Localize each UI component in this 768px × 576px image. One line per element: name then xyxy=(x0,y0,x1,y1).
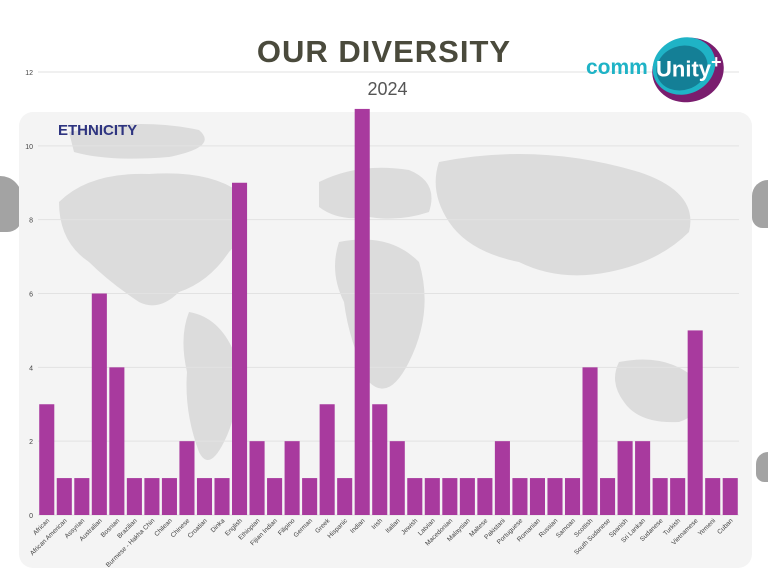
bar-fijian-indian xyxy=(267,478,283,515)
map-edge-right xyxy=(752,180,768,228)
bar-australian xyxy=(91,293,107,515)
x-tick-label: German xyxy=(292,517,314,539)
bar-south-sudanese xyxy=(600,478,616,515)
bar-chinese xyxy=(179,441,195,515)
x-tick-label: Hispanic xyxy=(327,517,350,540)
x-tick-label: Irish xyxy=(371,517,385,531)
bar-african xyxy=(39,404,55,515)
bar-russian xyxy=(547,478,563,515)
bar-dinka xyxy=(214,478,230,515)
bar-yemeni xyxy=(705,478,721,515)
bar-bosnian xyxy=(109,367,125,515)
x-tick-label: Cuban xyxy=(716,517,735,536)
bar-malaysian xyxy=(459,478,475,515)
bar-chilean xyxy=(161,478,177,515)
bar-vietnamese xyxy=(687,330,703,515)
bar-irish xyxy=(372,404,388,515)
bar-spanish xyxy=(617,441,633,515)
x-tick-label: Jewish xyxy=(400,517,419,536)
page-subtitle-year: 2024 xyxy=(367,79,408,99)
bar-portuguese xyxy=(512,478,528,515)
section-heading: ETHNICITY xyxy=(58,122,138,139)
bar-hispanic xyxy=(337,478,353,515)
bar-african-american xyxy=(56,478,72,515)
map-edge-right-lower xyxy=(756,452,768,482)
x-tick-label: Yemeni xyxy=(697,517,717,537)
bar-brazilian xyxy=(126,478,142,515)
bar-romanian xyxy=(529,478,545,515)
map-edge-left xyxy=(0,176,22,232)
x-tick-label: Samoan xyxy=(555,517,577,539)
bar-assyrian xyxy=(74,478,90,515)
y-tick-label: 12 xyxy=(25,70,33,77)
x-tick-label: Italian xyxy=(384,517,401,534)
bar-ethiopian xyxy=(249,441,265,515)
x-tick-label: Croatian xyxy=(187,517,210,540)
chart-gridlines xyxy=(38,71,739,516)
bar-greek xyxy=(319,404,335,515)
y-tick-label: 6 xyxy=(29,292,33,299)
bar-jewish xyxy=(407,478,423,515)
y-tick-label: 8 xyxy=(29,218,33,225)
logo-text-unity: Unity+ xyxy=(656,52,722,82)
bar-indian xyxy=(354,108,370,516)
logo-text-unity-word: Unity xyxy=(656,56,711,82)
bar-samoan xyxy=(564,478,581,515)
x-tick-label: Indian xyxy=(349,517,367,535)
bar-filipino xyxy=(284,441,300,515)
y-tick-label: 2 xyxy=(29,439,33,446)
logo-plus: + xyxy=(711,52,722,72)
y-tick-label: 10 xyxy=(25,144,33,151)
y-axis-ticks: 0 2 4 6 8 10 12 xyxy=(25,70,33,520)
bar-sri-lankan xyxy=(635,441,651,515)
bar-pakistani xyxy=(494,441,510,515)
bar-burmese-hakha-chin xyxy=(144,478,160,515)
y-tick-label: 4 xyxy=(29,365,33,372)
bar-macedonian xyxy=(442,478,458,515)
bar-turkish xyxy=(670,478,686,515)
bar-maltese xyxy=(477,478,493,515)
bar-latvian xyxy=(424,478,440,515)
logo-text-comm: comm xyxy=(586,56,648,79)
bar-cuban xyxy=(722,478,738,515)
bar-sudanese xyxy=(652,478,668,515)
bar-scottish xyxy=(582,367,598,515)
bar-croatian xyxy=(196,478,213,515)
bar-italian xyxy=(389,441,405,515)
chart-bars xyxy=(39,108,738,516)
page-title: OUR DIVERSITY xyxy=(256,34,512,69)
bar-english xyxy=(232,182,248,515)
community-logo xyxy=(652,37,724,103)
y-tick-label: 0 xyxy=(29,513,33,520)
bar-german xyxy=(302,478,318,515)
